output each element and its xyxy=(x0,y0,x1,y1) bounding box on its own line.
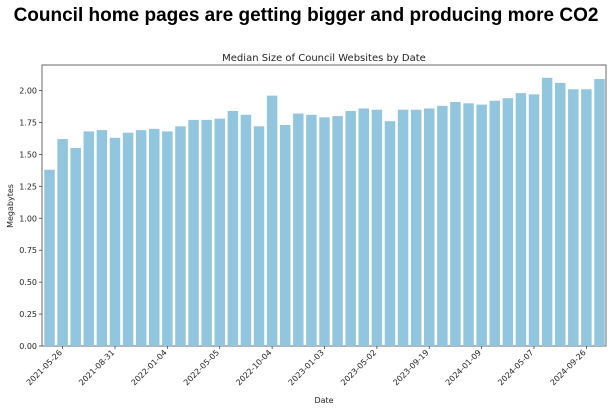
x-axis-label: Date xyxy=(314,396,333,405)
y-tick-label: 0.50 xyxy=(19,278,37,287)
y-axis-ticks: 0.00 0.25 0.50 0.75 1.00 1.25 1.50 1.75 2.00 xyxy=(19,87,42,351)
x-tick-label: 2023-01-03 xyxy=(287,348,326,387)
bar xyxy=(122,132,134,346)
bar xyxy=(397,109,409,346)
bar xyxy=(345,110,356,346)
bar xyxy=(541,77,553,347)
x-axis-ticks: 2021-05-26 2021-08-31 2022-01-04 2022-05-05… xyxy=(25,346,588,387)
bar xyxy=(358,108,370,347)
y-tick-label: 1.25 xyxy=(19,182,37,191)
headline: Council home pages are getting bigger an… xyxy=(13,5,599,26)
bar xyxy=(463,103,474,346)
bar xyxy=(424,108,435,347)
x-tick-label: 2023-09-19 xyxy=(391,348,430,387)
bar xyxy=(44,169,55,346)
y-tick-label: 1.00 xyxy=(19,214,37,223)
bar xyxy=(83,131,95,346)
x-tick-label: 2022-10-04 xyxy=(234,348,273,387)
bars xyxy=(44,77,605,347)
bar xyxy=(109,137,121,346)
bar xyxy=(581,89,592,347)
x-tick-label: 2022-05-05 xyxy=(182,348,221,387)
y-axis-label: Megabytes xyxy=(6,184,15,228)
bar xyxy=(135,130,147,346)
bar xyxy=(332,116,343,346)
bar xyxy=(70,148,81,346)
bar xyxy=(384,121,396,346)
bar xyxy=(162,131,173,346)
bar xyxy=(489,100,500,346)
bar xyxy=(410,109,422,346)
bar xyxy=(515,93,527,346)
x-tick-label: 2022-01-04 xyxy=(130,348,169,387)
y-tick-label: 2.00 xyxy=(19,87,37,96)
bar xyxy=(253,126,265,346)
bar xyxy=(214,118,225,347)
y-tick-label: 1.50 xyxy=(19,150,37,159)
x-tick-label: 2024-01-09 xyxy=(444,348,483,387)
bar xyxy=(568,89,579,347)
bar xyxy=(306,114,317,346)
bar xyxy=(227,110,239,346)
bar xyxy=(175,126,186,346)
bar xyxy=(240,114,252,346)
x-tick-label: 2024-09-26 xyxy=(549,348,588,387)
bar xyxy=(293,113,304,346)
bar xyxy=(279,125,291,346)
y-tick-label: 0.25 xyxy=(19,310,37,319)
bar xyxy=(476,104,487,346)
bar xyxy=(594,79,605,347)
bar xyxy=(96,130,108,346)
x-tick-label: 2021-08-31 xyxy=(77,348,116,387)
bar xyxy=(319,117,330,347)
bar xyxy=(57,139,68,346)
x-tick-label: 2023-05-02 xyxy=(339,348,378,387)
bar xyxy=(371,109,383,346)
y-tick-label: 0.00 xyxy=(19,342,37,351)
bar xyxy=(528,94,540,346)
bar xyxy=(188,119,199,346)
bar xyxy=(266,95,278,347)
bar xyxy=(554,82,566,346)
y-tick-label: 1.75 xyxy=(19,118,37,127)
bar xyxy=(437,105,448,347)
bar xyxy=(450,102,461,346)
bar xyxy=(502,98,514,347)
chart-title: Median Size of Council Websites by Date xyxy=(222,53,426,64)
bar xyxy=(201,119,212,346)
x-tick-label: 2021-05-26 xyxy=(25,348,64,387)
x-tick-label: 2024-05-07 xyxy=(496,348,535,387)
y-tick-label: 0.75 xyxy=(19,246,37,255)
bar xyxy=(149,128,160,346)
